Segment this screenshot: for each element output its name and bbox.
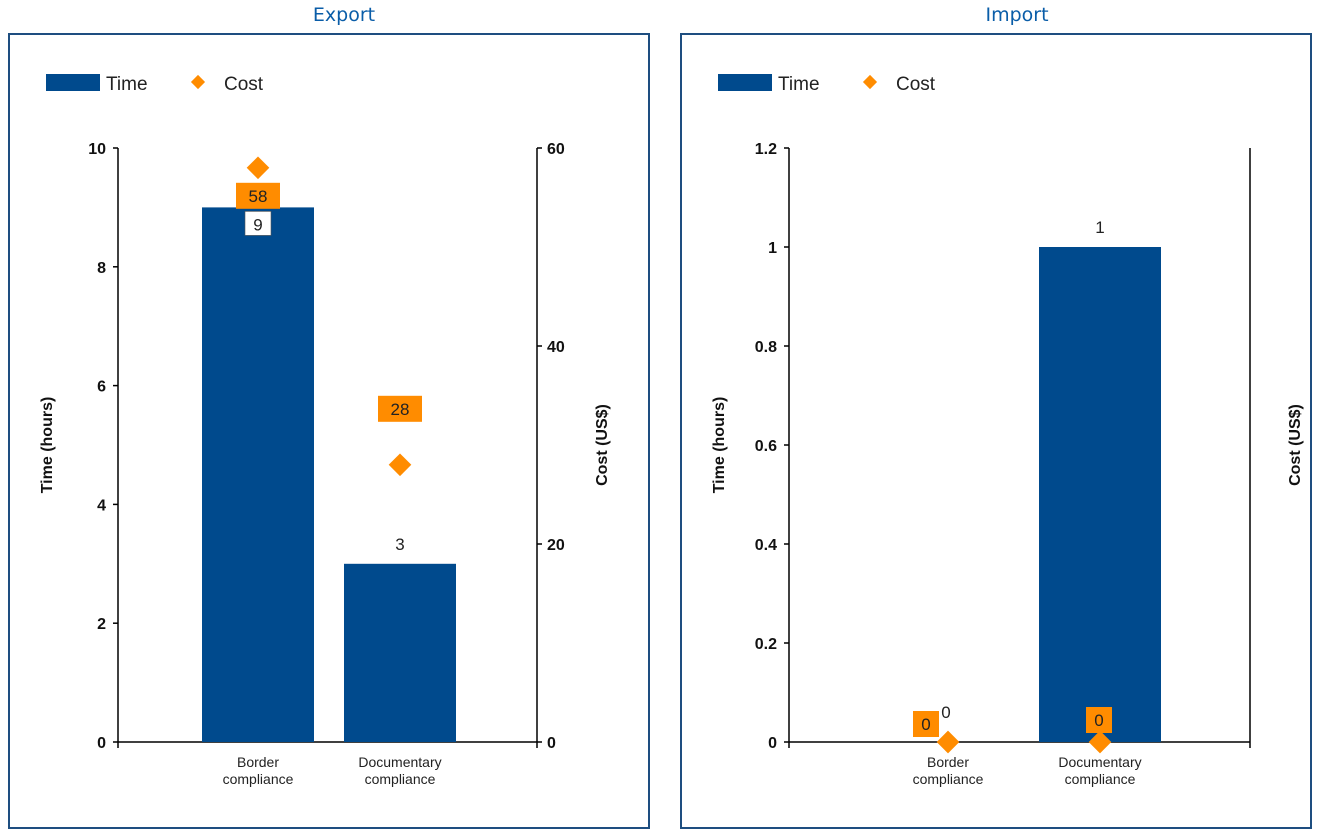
category-label: compliance (1065, 771, 1136, 787)
y-tick-label: 4 (97, 497, 106, 514)
cost-value-label: 58 (249, 187, 268, 206)
y-tick-label: 0.6 (755, 438, 777, 455)
y-tick-label: 8 (97, 260, 106, 277)
y-tick-label: 6 (97, 379, 106, 396)
category-label: compliance (913, 771, 984, 787)
export-title: Export (312, 4, 376, 26)
y-tick-label: 10 (88, 141, 106, 158)
y-tick-label: 0.8 (755, 339, 777, 356)
y2-tick-label: 0 (547, 735, 556, 752)
time-value-label: 1 (1095, 218, 1104, 237)
time-value-label: 9 (253, 215, 262, 234)
y2-tick-label: 40 (547, 339, 565, 356)
export-chart-frame: Time Cost 0 2 4 6 8 10 0 20 40 60 Time (hours) Cost (… (8, 33, 650, 829)
legend-time-swatch (46, 74, 100, 91)
cost-marker (1088, 730, 1112, 754)
time-bar (1039, 247, 1161, 742)
cost-marker (246, 156, 270, 180)
y-tick-label: 2 (97, 616, 106, 633)
cost-label-box (236, 182, 280, 209)
y-tick-label: 0.2 (755, 636, 777, 653)
category-label: compliance (223, 771, 294, 787)
cost-label-box (1086, 707, 1112, 733)
cost-marker (388, 453, 412, 477)
y-tick-label: 1 (768, 240, 777, 257)
time-bar (344, 563, 456, 742)
y-tick-label: 1.2 (755, 141, 777, 158)
legend-time-label: Time (106, 74, 148, 95)
cost-label-box (913, 711, 939, 737)
y2-axis-title: Cost (US$) (594, 404, 611, 486)
time-bar (202, 207, 314, 742)
category-label: Border (927, 754, 969, 770)
legend-cost-marker (862, 74, 878, 90)
y2-tick-label: 60 (547, 141, 565, 158)
legend-cost-label: Cost (896, 74, 936, 95)
category-label: Documentary (1058, 754, 1141, 770)
y-tick-label: 0 (768, 735, 777, 752)
cost-value-label: 0 (921, 715, 930, 734)
import-title: Import (985, 4, 1049, 26)
cost-label-box (378, 395, 422, 422)
time-label-box (244, 211, 272, 236)
import-chart: Time Cost 0 0.2 0.4 0.6 0.8 1 1.2 Time (hours) Cos… (711, 74, 1304, 787)
category-label: Documentary (358, 754, 441, 770)
legend-cost-marker (190, 74, 206, 90)
y-axis-title: Time (hours) (39, 397, 56, 494)
legend-time-swatch (718, 74, 772, 91)
time-value-label: 0 (941, 703, 950, 722)
y-axis-title: Time (hours) (711, 397, 728, 494)
legend-cost-label: Cost (224, 74, 264, 95)
legend-time-label: Time (778, 74, 820, 95)
time-value-label: 3 (395, 535, 404, 554)
category-label: compliance (365, 771, 436, 787)
cost-value-label: 0 (1094, 711, 1103, 730)
y2-tick-label: 20 (547, 537, 565, 554)
import-chart-frame: Time Cost 0 0.2 0.4 0.6 0.8 1 1.2 Time (hours) Cos… (680, 33, 1312, 829)
cost-marker (936, 730, 960, 754)
export-chart: Time Cost 0 2 4 6 8 10 0 20 40 60 Time (hours) Cost (… (39, 74, 611, 787)
y-tick-label: 0 (97, 735, 106, 752)
category-label: Border (237, 754, 279, 770)
y-tick-label: 0.4 (755, 537, 777, 554)
cost-value-label: 28 (391, 400, 410, 419)
y2-axis-title: Cost (US$) (1287, 404, 1304, 486)
